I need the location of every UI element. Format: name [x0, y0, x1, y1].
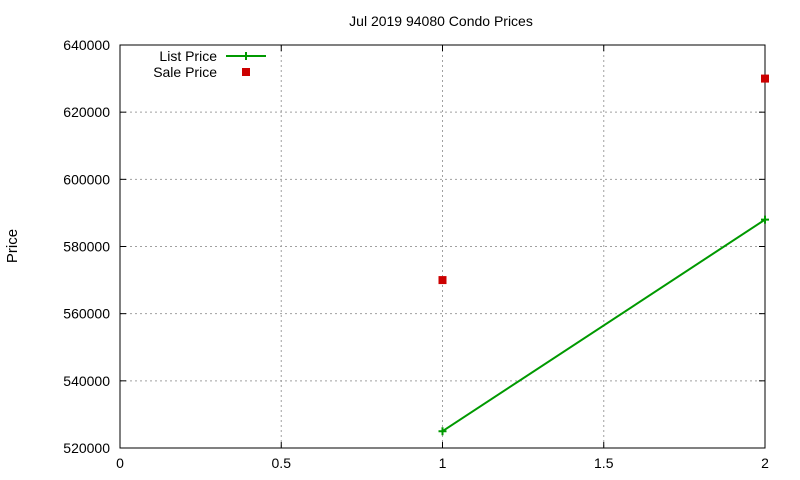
legend-marker-list-price [242, 52, 250, 60]
series-sale-price [438, 74, 769, 285]
legend-label: Sale Price [153, 64, 217, 80]
series [438, 74, 769, 436]
y-tick-label: 580000 [63, 239, 110, 255]
y-axis-label: Price [4, 229, 21, 263]
series-list-price [438, 215, 769, 436]
axis-ticks: 520000 540000 560000 580000 600000 620000 6400… [63, 37, 769, 471]
x-tick-label: 0 [116, 455, 124, 471]
x-tick-label: 1 [439, 455, 447, 471]
y-tick-label: 520000 [63, 440, 110, 456]
sale-price-point [438, 276, 447, 285]
list-price-point [438, 427, 447, 436]
y-tick-label: 640000 [63, 37, 110, 53]
y-tick-label: 540000 [63, 373, 110, 389]
y-tick-label: 600000 [63, 171, 110, 187]
y-tick-label: 560000 [63, 306, 110, 322]
list-price-line [441, 218, 766, 433]
x-tick-label: 0.5 [272, 455, 292, 471]
x-tick-label: 2 [761, 455, 769, 471]
x-tick-label: 1.5 [594, 455, 614, 471]
list-price-point [761, 215, 769, 224]
sale-price-point [761, 74, 769, 83]
y-tick-label: 620000 [63, 104, 110, 120]
legend-label: List Price [159, 48, 217, 64]
grid [120, 45, 765, 448]
legend-marker-sale-price [242, 68, 250, 76]
chart-title: Jul 2019 94080 Condo Prices [349, 13, 533, 29]
